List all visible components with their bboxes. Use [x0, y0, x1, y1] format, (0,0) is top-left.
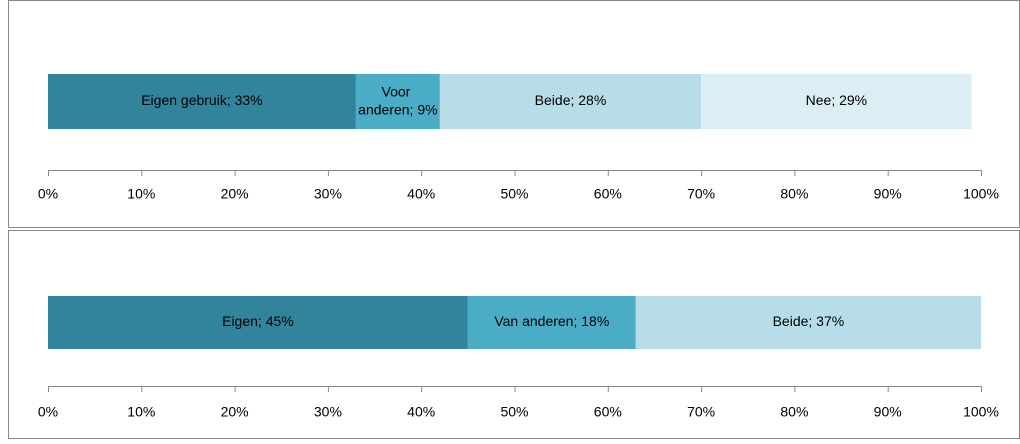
x-tick-label: 40% [407, 404, 435, 420]
x-tick-label: 80% [780, 404, 808, 420]
x-tick-label: 20% [221, 404, 249, 420]
x-tick-label: 0% [38, 404, 58, 420]
x-tick-label: 50% [500, 404, 528, 420]
x-tick-label: 40% [407, 186, 435, 202]
data-label: Van anderen; 18% [494, 313, 609, 329]
x-tick-label: 30% [314, 404, 342, 420]
data-label: Nee; 29% [806, 92, 867, 108]
x-tick-label: 60% [594, 404, 622, 420]
data-label: Eigen; 45% [222, 313, 294, 329]
x-tick-label: 70% [687, 404, 715, 420]
x-tick-label: 30% [314, 186, 342, 202]
x-tick-label: 60% [594, 186, 622, 202]
x-tick-label: 100% [963, 186, 999, 202]
bar-segment [635, 296, 981, 349]
bar-segment [48, 74, 356, 129]
bar-segment [439, 74, 702, 129]
bar-segment [355, 74, 440, 129]
x-tick-label: 100% [963, 404, 999, 420]
bar-segment [467, 296, 636, 349]
x-tick-label: 10% [127, 404, 155, 420]
x-tick-label: 80% [780, 186, 808, 202]
x-tick-label: 0% [38, 186, 58, 202]
x-tick-label: 10% [127, 186, 155, 202]
x-tick-label: 90% [874, 186, 902, 202]
x-tick-label: 20% [221, 186, 249, 202]
data-label: Beide; 28% [535, 92, 607, 108]
x-tick-label: 50% [500, 186, 528, 202]
data-label: Eigen gebruik; 33% [141, 92, 262, 108]
x-tick-label: 70% [687, 186, 715, 202]
data-label: Voor anderen; 9% [358, 83, 437, 117]
x-tick-label: 90% [874, 404, 902, 420]
data-label: Beide; 37% [773, 313, 845, 329]
bar-segment [48, 296, 468, 349]
bar-segment [701, 74, 972, 129]
